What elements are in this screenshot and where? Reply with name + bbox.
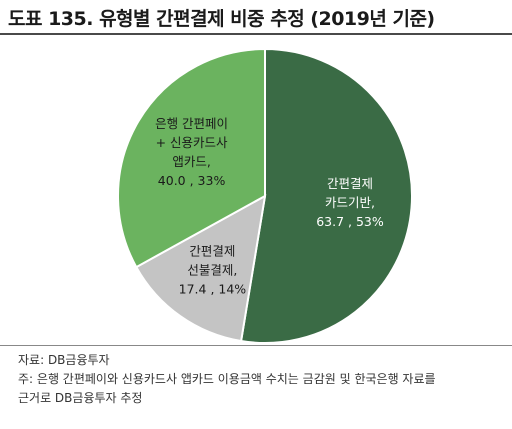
slice-label-line: 은행 간편페이 [155,116,228,131]
slice-label-line: 간편결제 [189,243,235,258]
footnote-line-2: 근거로 DB금융투자 추정 [18,391,143,405]
chart-notes: 자료: DB금융투자 주: 은행 간편페이와 신용카드사 앱카드 이용금액 수치… [18,351,506,408]
notes-divider [0,345,512,346]
slice-label-line: + 신용카드사 [156,135,228,150]
source-note: 자료: DB금융투자 [18,353,110,367]
slice-label-line: 간편결제 [327,176,373,191]
pie-slice-2 [134,194,267,343]
slice-label-line: 선불결제, [187,262,237,277]
slice-label-line: 40.0 , 33% [158,173,226,188]
pie-slice-3 [117,47,266,269]
slice-label-line: 63.7 , 53% [316,214,384,229]
pie-slice-1 [239,47,413,344]
slice-label-line: 17.4 , 14% [179,281,247,296]
slice-label-line: 앱카드, [172,154,210,169]
page-title: 도표 135. 유형별 간편결제 비중 추정 (2019년 기준) [8,8,435,30]
footnote-line-1: 주: 은행 간편페이와 신용카드사 앱카드 이용금액 수치는 금감원 및 한국은… [18,372,436,386]
slice-label-line: 카드기반, [325,195,375,210]
title-divider [0,33,512,35]
pie-chart: 간편결제 카드기반, 63.7 , 53%간편결제 선불결제, 17.4 , 14%은행… [117,47,413,344]
